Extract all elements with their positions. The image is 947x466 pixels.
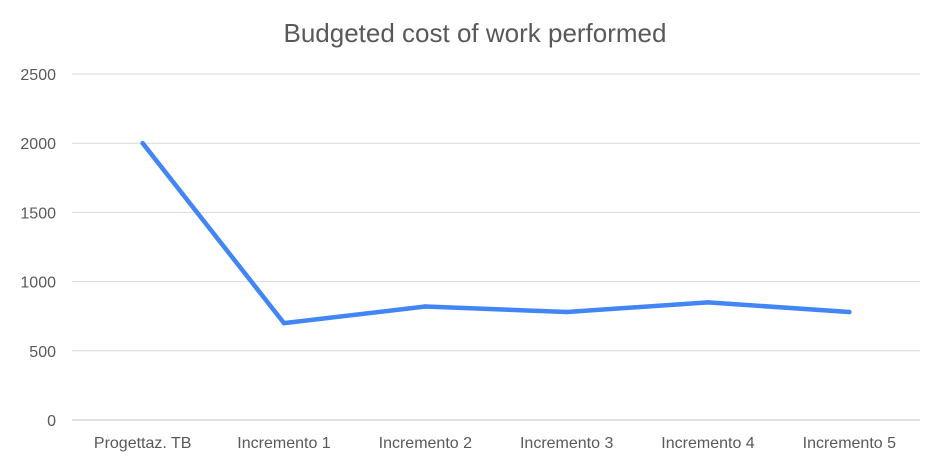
- x-tick-label: Incremento 1: [237, 435, 330, 452]
- x-tick-label: Incremento 2: [379, 435, 472, 452]
- data-point: [705, 300, 711, 305]
- gridlines: [72, 73, 920, 421]
- y-tick-label: 1500: [20, 205, 56, 222]
- series-line: [140, 140, 852, 326]
- data-point: [281, 320, 287, 326]
- x-axis-ticks: Progettaz. TB Incremento 1 Incremento 2 Inc…: [94, 435, 896, 452]
- data-point: [847, 309, 852, 315]
- y-axis-ticks: 0 500 1000 1500 2000 2500: [20, 67, 56, 430]
- x-tick-label: Incremento 3: [520, 435, 613, 452]
- chart-title: Budgeted cost of work performed: [284, 18, 667, 48]
- x-tick-label: Incremento 5: [803, 435, 896, 452]
- data-point: [423, 304, 428, 309]
- y-tick-label: 500: [29, 344, 56, 361]
- x-tick-label: Incremento 4: [661, 435, 754, 452]
- series-layer: [140, 140, 852, 326]
- y-tick-label: 0: [47, 413, 56, 430]
- y-tick-label: 1000: [20, 275, 56, 292]
- data-point: [564, 309, 569, 315]
- data-point: [140, 140, 145, 146]
- y-tick-label: 2500: [20, 67, 56, 84]
- x-tick-label: Progettaz. TB: [94, 435, 192, 452]
- y-tick-label: 2000: [20, 136, 56, 153]
